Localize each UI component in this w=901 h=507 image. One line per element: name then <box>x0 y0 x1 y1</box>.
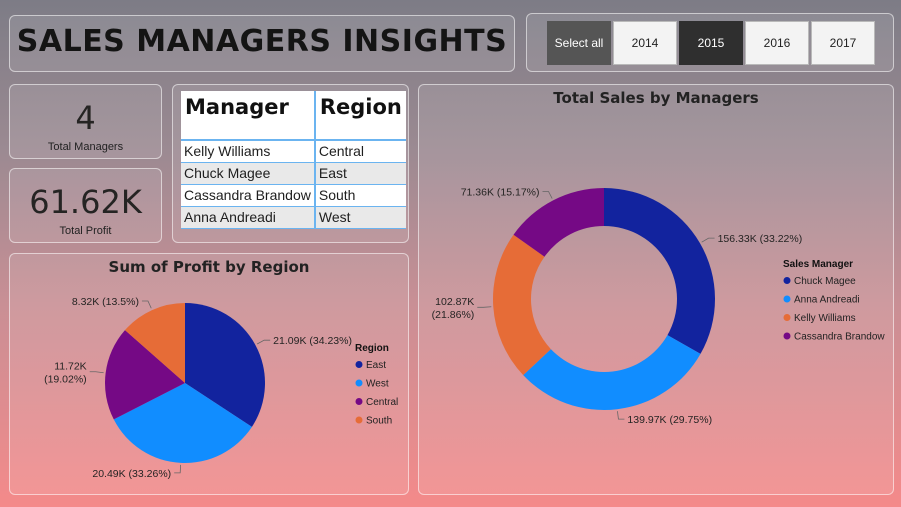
sales-donut-legend-item-anna-andreadi[interactable]: Anna Andreadi <box>794 295 860 306</box>
manager-cell: Chuck Magee <box>181 162 316 185</box>
title-card: SALES MANAGERS INSIGHTS <box>9 15 515 72</box>
profit-pie-leader-south <box>141 300 152 309</box>
kpi-total-profit-label: Total Profit <box>59 225 112 237</box>
sales-donut-data-label-cassandra-brandow: 71.36K (15.17%) <box>461 186 540 198</box>
sales-donut-chart: 156.33K (33.22%) 139.97K (29.75%) 102.87K(… <box>432 186 886 426</box>
slicer-2014-button[interactable]: 2014 <box>613 21 677 65</box>
profit-pie-data-label-central: (19.02%) <box>44 373 87 385</box>
table-header-row: Manager Region <box>181 91 406 141</box>
manager-cell: Kelly Williams <box>181 140 316 163</box>
profit-pie-legend-item-central[interactable]: Central <box>366 397 398 408</box>
profit-pie-legend-item-east[interactable]: East <box>366 360 386 371</box>
column-header-region[interactable]: Region <box>314 91 406 141</box>
kpi-total-profit: 61.62K Total Profit <box>9 168 162 243</box>
profit-pie-leader-east <box>256 339 271 345</box>
manager-cell: Anna Andreadi <box>181 206 316 229</box>
slicer-2015-button[interactable]: 2015 <box>679 21 743 65</box>
profit-pie-slice-south[interactable] <box>124 303 185 383</box>
sales-donut-data-label-kelly-williams: 102.87K <box>435 296 474 308</box>
kpi-total-profit-value: 61.62K <box>29 183 142 221</box>
sales-donut-leader-kelly-williams <box>477 306 492 308</box>
profit-pie-legend-marker-south <box>355 416 363 424</box>
profit-pie-chart: 21.09K (34.23%) 20.49K (33.26%) 11.72K(19.… <box>44 296 398 480</box>
kpi-total-managers-label: Total Managers <box>47 141 124 153</box>
manager-table: Manager Region Kelly Williams Central Ch… <box>181 91 406 229</box>
page-title: SALES MANAGERS INSIGHTS <box>16 24 508 59</box>
sales-donut-slice-chuck-magee[interactable] <box>604 188 715 354</box>
profit-pie-legend-marker-east <box>355 361 363 368</box>
profit-pie-legend-marker-west <box>355 379 363 387</box>
sales-chart-title: Total Sales by Managers <box>553 89 759 107</box>
sales-donut-legend-marker-anna-andreadi <box>783 295 791 303</box>
profit-by-region-card: Sum of Profit by Region 21.09K (34.23%) 2… <box>9 253 409 495</box>
region-cell: West <box>314 206 406 229</box>
region-cell: East <box>314 162 406 185</box>
profit-pie-legend-marker-central <box>355 398 363 405</box>
slicer-2016-button[interactable]: 2016 <box>745 21 809 65</box>
slicer-select-all-button[interactable]: Select all <box>547 21 611 65</box>
sales-donut-legend-item-kelly-williams[interactable]: Kelly Williams <box>794 313 856 324</box>
table-row[interactable]: Cassandra Brandow South <box>181 184 406 207</box>
profit-pie-slice-west[interactable] <box>113 383 252 463</box>
region-cell: South <box>314 184 406 207</box>
profit-pie-legend-item-south[interactable]: South <box>366 416 392 427</box>
profit-pie-data-label-central: 11.72K <box>54 360 87 372</box>
slicer-2017-button[interactable]: 2017 <box>811 21 875 65</box>
profit-pie-data-label-south: 8.32K (13.5%) <box>72 296 139 308</box>
table-row[interactable]: Chuck Magee East <box>181 162 406 185</box>
profit-chart-title: Sum of Profit by Region <box>108 258 310 276</box>
sales-donut-slice-anna-andreadi[interactable] <box>523 335 701 410</box>
sales-donut-legend-item-cassandra-brandow[interactable]: Cassandra Brandow <box>794 332 885 343</box>
kpi-total-managers-value: 4 <box>75 99 96 137</box>
profit-pie-legend-title: Region <box>355 343 389 354</box>
sales-donut-data-label-anna-andreadi: 139.97K (29.75%) <box>627 414 712 426</box>
sales-donut-data-label-kelly-williams: (21.86%) <box>432 309 475 321</box>
table-row[interactable]: Kelly Williams Central <box>181 140 406 163</box>
profit-pie-leader-central <box>89 371 104 374</box>
profit-pie-data-label-west: 20.49K (33.26%) <box>92 468 171 480</box>
sales-by-managers-card: Total Sales by Managers 156.33K (33.22%)… <box>418 84 894 495</box>
region-cell: Central <box>314 140 406 163</box>
sales-donut-leader-cassandra-brandow <box>542 191 553 199</box>
year-slicer: Select all 2014 2015 2016 2017 <box>526 13 894 72</box>
sales-donut-data-label-chuck-magee: 156.33K (33.22%) <box>718 233 803 245</box>
column-header-manager[interactable]: Manager <box>181 91 316 141</box>
sales-donut-leader-chuck-magee <box>701 237 715 243</box>
sales-donut-legend-marker-kelly-williams <box>783 314 791 321</box>
manager-cell: Cassandra Brandow <box>181 184 316 207</box>
profit-pie-legend-item-west[interactable]: West <box>366 379 389 390</box>
sales-donut-legend-marker-chuck-magee <box>783 277 791 284</box>
sales-donut-leader-anna-andreadi <box>617 411 625 420</box>
sales-donut-slice-kelly-williams[interactable] <box>493 234 551 376</box>
kpi-total-managers: 4 Total Managers <box>9 84 162 159</box>
profit-pie-data-label-east: 21.09K (34.23%) <box>273 335 352 347</box>
sales-donut-legend-marker-cassandra-brandow <box>783 332 791 340</box>
manager-table-card: Manager Region Kelly Williams Central Ch… <box>172 84 409 243</box>
sales-donut-slice-cassandra-brandow[interactable] <box>513 188 604 257</box>
table-row[interactable]: Anna Andreadi West <box>181 206 406 229</box>
profit-pie-slice-east[interactable] <box>185 303 265 427</box>
sales-donut-legend-title: Sales Manager <box>783 259 853 270</box>
profit-pie-slice-central[interactable] <box>105 330 185 420</box>
sales-donut-legend-item-chuck-magee[interactable]: Chuck Magee <box>794 276 856 287</box>
profit-pie-leader-west <box>174 464 182 474</box>
